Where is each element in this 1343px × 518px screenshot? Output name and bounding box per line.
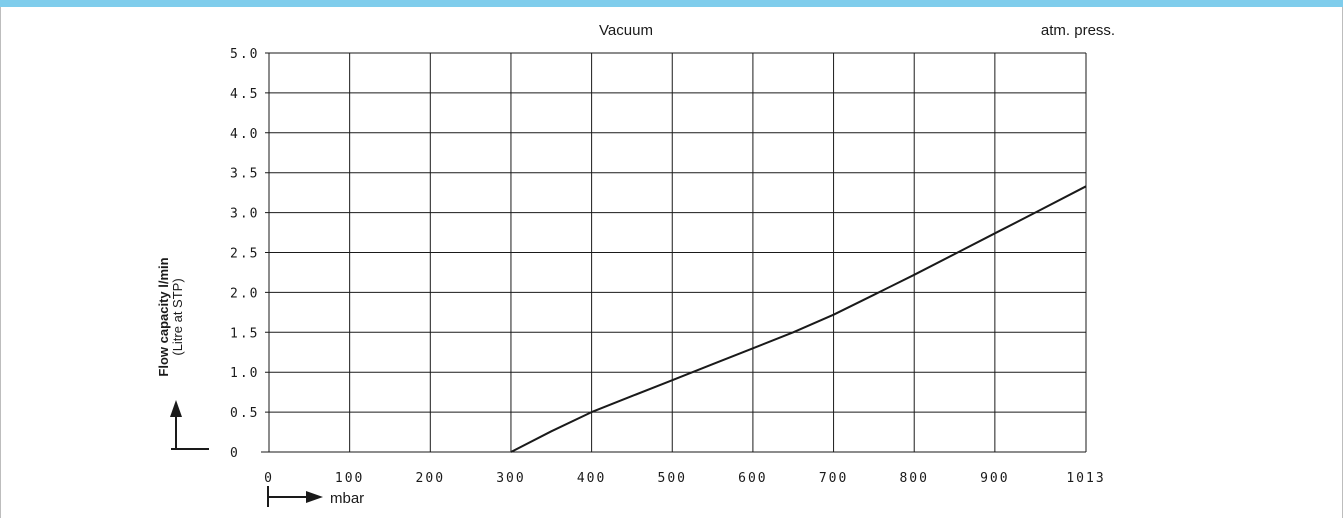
y-axis-title: Flow capacity l/min (Litre at STP) xyxy=(156,257,185,376)
x-tick-label-8: 800 xyxy=(899,471,928,486)
y-tick-label-10: 5.0 xyxy=(230,47,259,62)
x-tick-label-7: 700 xyxy=(819,471,848,486)
x-tick-labels: 0 100 200 300 400 500 600 700 800 900 1013 xyxy=(264,471,1105,486)
x-tick-label-4: 400 xyxy=(577,471,606,486)
y-tick-label-7: 3.5 xyxy=(230,167,259,182)
y-tick-label-5: 2.5 xyxy=(230,247,259,262)
y-tick-label-8: 4.0 xyxy=(230,127,259,142)
y-axis-label: Flow capacity l/min xyxy=(156,257,171,376)
y-axis-arrow-icon xyxy=(170,400,209,450)
y-tick-label-2: 1.0 xyxy=(230,366,259,381)
y-tick-label-1: 0.5 xyxy=(230,406,259,421)
y-tick-labels: 0 0.5 1.0 1.5 2.0 2.5 3.0 3.5 4.0 4.5 5.0 xyxy=(230,47,259,461)
x-tick-label-5: 500 xyxy=(658,471,687,486)
x-tick-label-10: 1013 xyxy=(1066,471,1105,486)
x-tick-label-0: 0 xyxy=(264,471,274,486)
header-atm-press-label: atm. press. xyxy=(1041,22,1115,39)
header-vacuum-label: Vacuum xyxy=(599,22,653,39)
y-tick-label-3: 1.5 xyxy=(230,326,259,341)
x-tick-label-6: 600 xyxy=(738,471,767,486)
y-tick-label-0: 0 xyxy=(230,446,240,461)
series-line-0 xyxy=(510,185,1087,453)
y-tick-label-4: 2.0 xyxy=(230,286,259,301)
y-axis-sublabel: (Litre at STP) xyxy=(170,278,185,355)
x-axis-unit-label: mbar xyxy=(330,490,364,507)
top-accent-bar xyxy=(0,0,1343,7)
flow-chart: 0 100 200 300 400 500 600 700 800 900 1013 0 0.5 1.0… xyxy=(156,22,1115,507)
y-tick-label-6: 3.0 xyxy=(230,207,259,222)
x-axis-arrow-icon xyxy=(267,486,323,507)
x-tick-label-2: 200 xyxy=(416,471,445,486)
grid xyxy=(261,52,1087,453)
chart-frame: 0 100 200 300 400 500 600 700 800 900 1013 0 0.5 1.0… xyxy=(0,7,1343,518)
y-tick-label-9: 4.5 xyxy=(230,87,259,102)
series-group xyxy=(510,185,1087,453)
x-tick-label-3: 300 xyxy=(496,471,525,486)
x-tick-label-1: 100 xyxy=(335,471,364,486)
x-tick-label-9: 900 xyxy=(980,471,1009,486)
